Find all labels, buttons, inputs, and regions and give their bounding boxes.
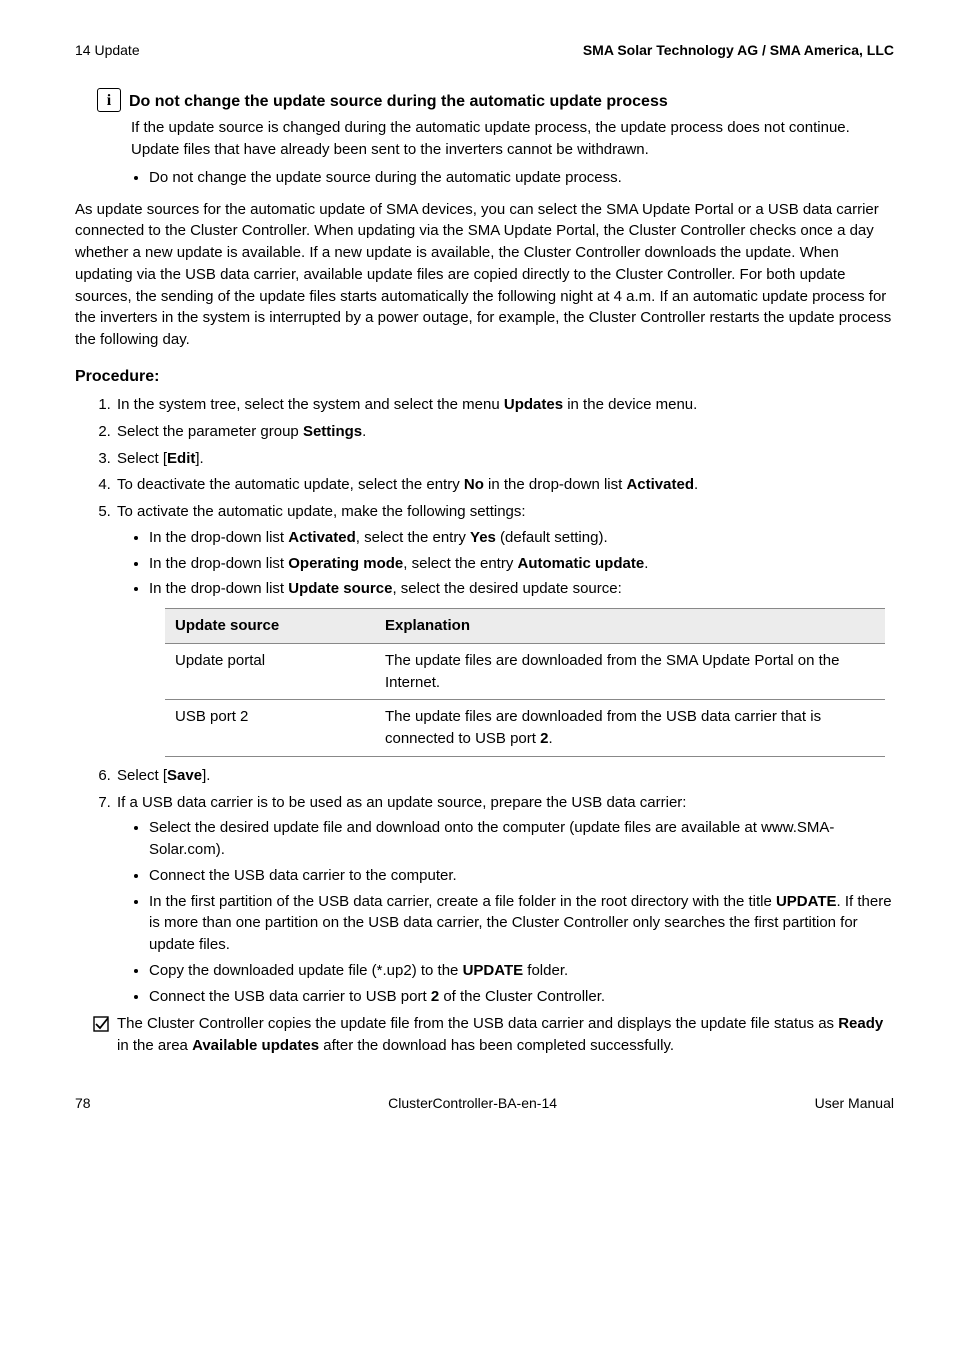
table-row: Update portal The update files are downl… bbox=[165, 643, 885, 700]
list-item: Connect the USB data carrier to the comp… bbox=[149, 865, 894, 887]
text: Select [ bbox=[117, 450, 167, 467]
bold: Settings bbox=[303, 423, 362, 440]
cell: USB port 2 bbox=[165, 700, 375, 757]
info-bullet-list: Do not change the update source during t… bbox=[131, 167, 894, 189]
text: Connect the USB data carrier to USB port bbox=[149, 988, 431, 1005]
bold: Activated bbox=[288, 529, 356, 546]
info-title: Do not change the update source during t… bbox=[129, 90, 668, 113]
text: in the area bbox=[117, 1037, 192, 1054]
step-7: If a USB data carrier is to be used as a… bbox=[115, 792, 894, 1008]
page-footer: 78 ClusterController-BA-en-14 User Manua… bbox=[75, 1093, 894, 1113]
bold: Automatic update bbox=[518, 555, 645, 572]
text: In the drop-down list bbox=[149, 555, 288, 572]
bold: 2 bbox=[431, 988, 439, 1005]
list-item: Select the desired update file and downl… bbox=[149, 817, 894, 861]
list-item: Connect the USB data carrier to USB port… bbox=[149, 986, 894, 1008]
text: Select [ bbox=[117, 767, 167, 784]
cell: The update files are downloaded from the… bbox=[375, 643, 885, 700]
step-5: To activate the automatic update, make t… bbox=[115, 501, 894, 757]
text: In the system tree, select the system an… bbox=[117, 396, 504, 413]
bold: Ready bbox=[838, 1015, 883, 1032]
step-6: Select [Save]. bbox=[115, 765, 894, 787]
checkbox-checked-icon bbox=[93, 1016, 109, 1032]
text: after the download has been completed su… bbox=[319, 1037, 674, 1054]
bold: Operating mode bbox=[288, 555, 403, 572]
text: Select the parameter group bbox=[117, 423, 303, 440]
info-body: If the update source is changed during t… bbox=[131, 117, 894, 161]
step-7-sublist: Select the desired update file and downl… bbox=[117, 817, 894, 1007]
text: If a USB data carrier is to be used as a… bbox=[117, 794, 686, 811]
header-right: SMA Solar Technology AG / SMA America, L… bbox=[583, 40, 894, 60]
col-header: Explanation bbox=[375, 609, 885, 644]
intro-paragraph: As update sources for the automatic upda… bbox=[75, 199, 894, 351]
text: folder. bbox=[523, 962, 568, 979]
list-item: In the drop-down list Update source, sel… bbox=[149, 578, 894, 600]
list-item: In the first partition of the USB data c… bbox=[149, 891, 894, 956]
table-header-row: Update source Explanation bbox=[165, 609, 885, 644]
bold: Available updates bbox=[192, 1037, 319, 1054]
page-number: 78 bbox=[75, 1093, 91, 1113]
bold: Edit bbox=[167, 450, 195, 467]
info-box: i Do not change the update source during… bbox=[97, 88, 894, 113]
step-1: In the system tree, select the system an… bbox=[115, 394, 894, 416]
text: To deactivate the automatic update, sele… bbox=[117, 476, 464, 493]
bold: UPDATE bbox=[776, 893, 837, 910]
text: in the device menu. bbox=[563, 396, 697, 413]
text: ]. bbox=[195, 450, 203, 467]
text: In the drop-down list bbox=[149, 580, 288, 597]
cell: Update portal bbox=[165, 643, 375, 700]
text: ]. bbox=[202, 767, 210, 784]
update-source-table: Update source Explanation Update portal … bbox=[165, 608, 885, 757]
info-bullet: Do not change the update source during t… bbox=[149, 167, 894, 189]
text: , select the entry bbox=[356, 529, 470, 546]
text: The update files are downloaded from the… bbox=[385, 708, 821, 747]
text: , select the entry bbox=[403, 555, 517, 572]
text: In the first partition of the USB data c… bbox=[149, 893, 776, 910]
bold: Update source bbox=[288, 580, 392, 597]
step-3: Select [Edit]. bbox=[115, 448, 894, 470]
text: . bbox=[694, 476, 698, 493]
text: . bbox=[644, 555, 648, 572]
result-line: The Cluster Controller copies the update… bbox=[93, 1013, 894, 1057]
text: . bbox=[362, 423, 366, 440]
text: , select the desired update source: bbox=[392, 580, 621, 597]
page: 14 Update SMA Solar Technology AG / SMA … bbox=[0, 0, 954, 1354]
table-row: USB port 2 The update files are download… bbox=[165, 700, 885, 757]
header-left: 14 Update bbox=[75, 40, 140, 60]
col-header: Update source bbox=[165, 609, 375, 644]
procedure-heading: Procedure: bbox=[75, 365, 894, 388]
list-item: In the drop-down list Operating mode, se… bbox=[149, 553, 894, 575]
bold: No bbox=[464, 476, 484, 493]
info-icon: i bbox=[97, 88, 121, 112]
result-text: The Cluster Controller copies the update… bbox=[117, 1013, 894, 1057]
text: The Cluster Controller copies the update… bbox=[117, 1015, 838, 1032]
cell: The update files are downloaded from the… bbox=[375, 700, 885, 757]
bold: UPDATE bbox=[463, 962, 524, 979]
text: In the drop-down list bbox=[149, 529, 288, 546]
text: (default setting). bbox=[496, 529, 608, 546]
text: . bbox=[548, 730, 552, 747]
procedure-list: In the system tree, select the system an… bbox=[75, 394, 894, 1007]
list-item: Copy the downloaded update file (*.up2) … bbox=[149, 960, 894, 982]
step-4: To deactivate the automatic update, sele… bbox=[115, 474, 894, 496]
step-5-sublist: In the drop-down list Activated, select … bbox=[117, 527, 894, 600]
bold: Save bbox=[167, 767, 202, 784]
step-2: Select the parameter group Settings. bbox=[115, 421, 894, 443]
list-item: In the drop-down list Activated, select … bbox=[149, 527, 894, 549]
footer-doc-id: ClusterController-BA-en-14 bbox=[388, 1093, 557, 1113]
footer-right: User Manual bbox=[815, 1093, 894, 1113]
bold: Updates bbox=[504, 396, 563, 413]
bold: Yes bbox=[470, 529, 496, 546]
text: of the Cluster Controller. bbox=[439, 988, 605, 1005]
text: To activate the automatic update, make t… bbox=[117, 503, 526, 520]
text: in the drop-down list bbox=[484, 476, 627, 493]
text: Copy the downloaded update file (*.up2) … bbox=[149, 962, 463, 979]
bold: Activated bbox=[626, 476, 694, 493]
page-header: 14 Update SMA Solar Technology AG / SMA … bbox=[75, 40, 894, 60]
